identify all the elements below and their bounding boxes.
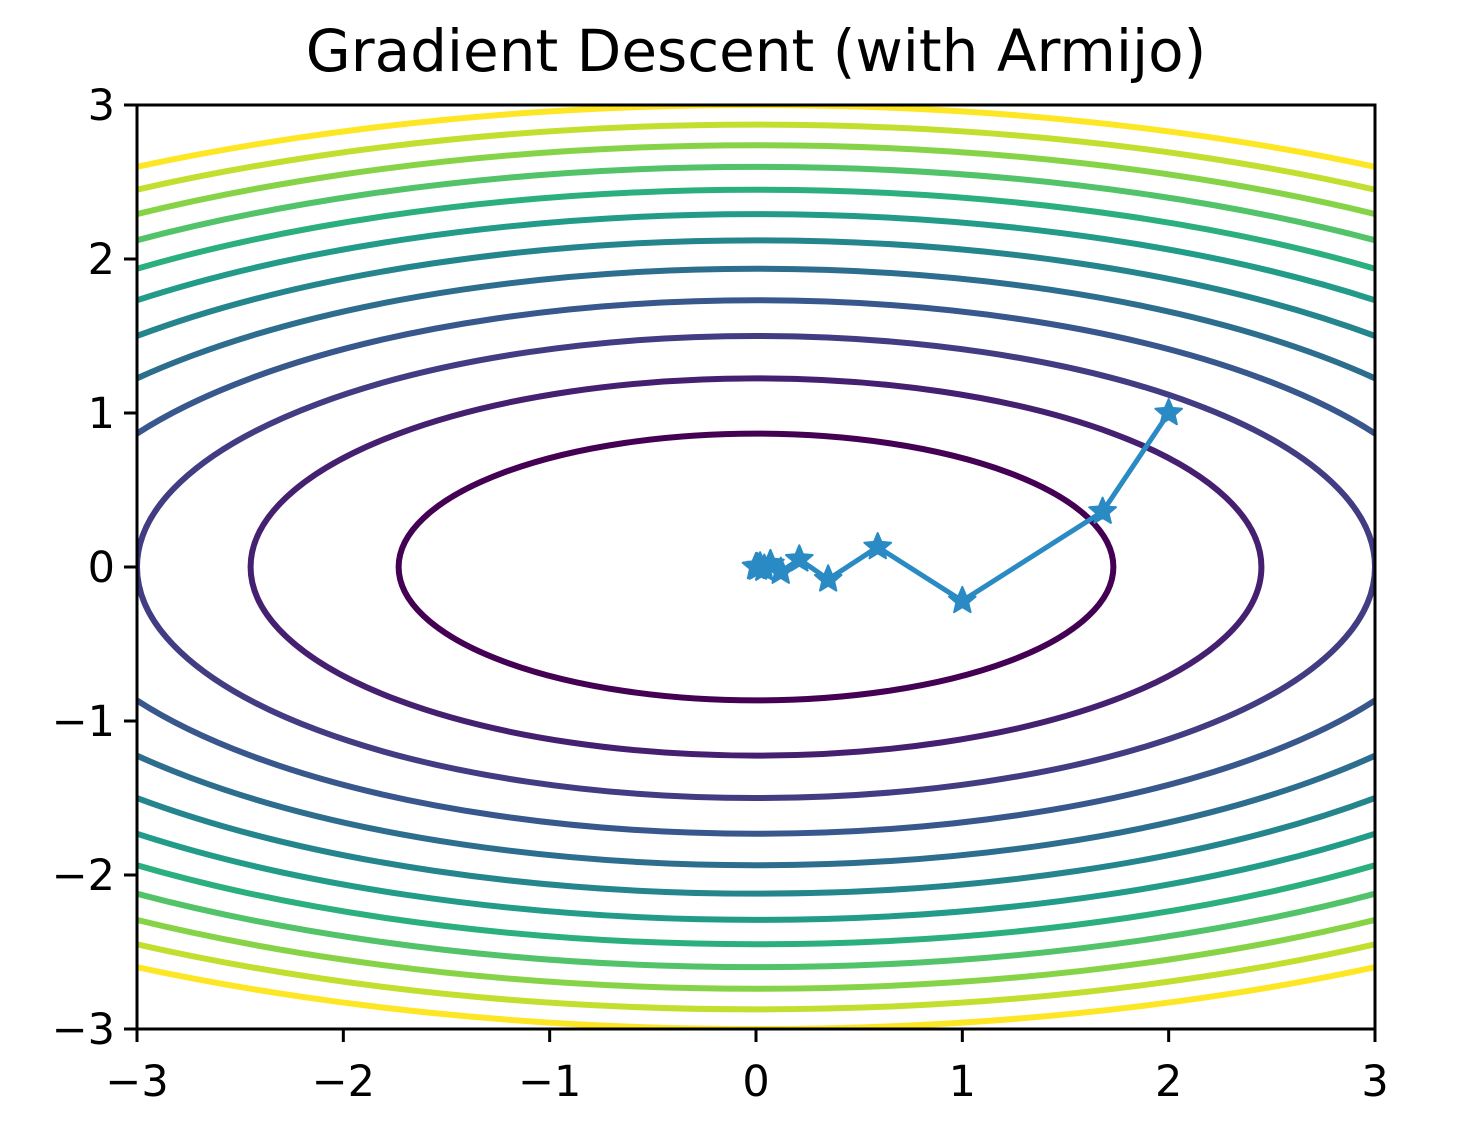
- x-tick-label: 2: [1155, 1057, 1182, 1107]
- x-tick-label: −3: [105, 1057, 168, 1107]
- y-tick-label: 2: [88, 235, 115, 285]
- contour-line: [137, 105, 1375, 1029]
- y-tick-label: 1: [88, 389, 115, 439]
- descent-path: [741, 398, 1183, 614]
- y-tick-label: 3: [88, 81, 115, 131]
- y-tick-label: −3: [52, 1005, 115, 1055]
- x-tick-label: −1: [518, 1057, 581, 1107]
- path-point: [813, 564, 843, 592]
- path-point: [1154, 398, 1183, 426]
- contour-line: [137, 333, 1375, 801]
- chart-title: Gradient Descent (with Armijo): [306, 17, 1206, 85]
- contour-line: [137, 142, 1375, 992]
- y-tick-label: −1: [52, 697, 115, 747]
- contour-line: [137, 237, 1375, 897]
- contour-line: [137, 164, 1375, 970]
- x-tick-label: −2: [312, 1057, 375, 1107]
- contour-line: [137, 265, 1375, 869]
- contour-lines: [137, 105, 1375, 1029]
- path-point: [948, 585, 977, 614]
- y-tick-label: −2: [52, 851, 115, 901]
- x-tick-label: 3: [1361, 1057, 1388, 1107]
- contour-line: [395, 430, 1117, 704]
- contour-line: [137, 186, 1375, 948]
- contour-line: [247, 375, 1265, 759]
- path-point: [863, 532, 893, 560]
- contour-line: [137, 121, 1375, 1013]
- x-tick-label: 1: [949, 1057, 976, 1107]
- path-point: [741, 552, 771, 580]
- y-tick-label: 0: [88, 543, 115, 593]
- path-point: [1088, 496, 1117, 524]
- path-point: [785, 544, 814, 572]
- y-axis: −3 −2 −1 0 1 2 3: [52, 81, 137, 1055]
- contour-line: [137, 211, 1375, 923]
- contour-line: [137, 297, 1375, 837]
- x-tick-label: 0: [742, 1057, 769, 1107]
- x-axis: −3 −2 −1 0 1 2 3: [105, 1029, 1389, 1107]
